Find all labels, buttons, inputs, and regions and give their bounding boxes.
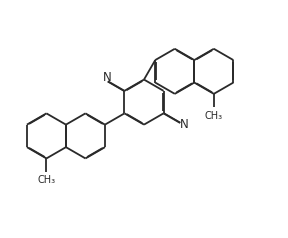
- Text: N: N: [180, 118, 189, 131]
- Text: CH₃: CH₃: [37, 175, 56, 185]
- Text: CH₃: CH₃: [205, 111, 223, 121]
- Text: N: N: [103, 71, 111, 84]
